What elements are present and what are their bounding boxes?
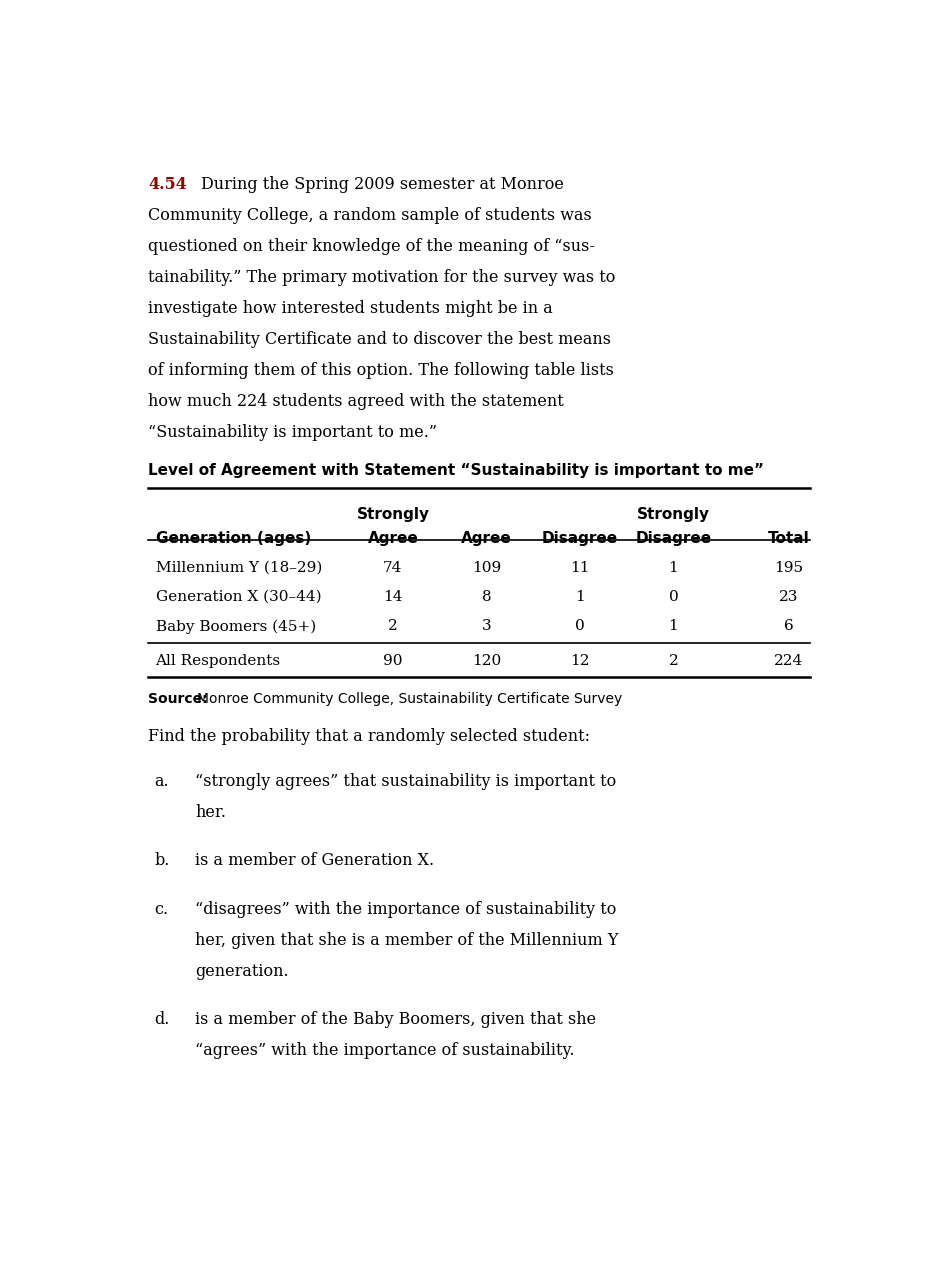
Text: 195: 195 xyxy=(773,561,802,575)
Text: During the Spring 2009 semester at Monroe: During the Spring 2009 semester at Monro… xyxy=(200,175,563,193)
Text: how much 224 students agreed with the statement: how much 224 students agreed with the st… xyxy=(148,393,564,410)
Text: Source:: Source: xyxy=(148,692,208,706)
Text: 74: 74 xyxy=(383,561,402,575)
Text: is a member of Generation X.: is a member of Generation X. xyxy=(195,852,434,869)
Text: a.: a. xyxy=(154,773,169,791)
Text: 1: 1 xyxy=(667,619,678,633)
Text: 1: 1 xyxy=(575,590,584,604)
Text: d.: d. xyxy=(154,1011,170,1028)
Text: Community College, a random sample of students was: Community College, a random sample of st… xyxy=(148,207,591,223)
Text: is a member of the Baby Boomers, given that she: is a member of the Baby Boomers, given t… xyxy=(195,1011,595,1028)
Text: 224: 224 xyxy=(773,653,802,667)
Text: Disagree: Disagree xyxy=(635,531,711,546)
Text: 0: 0 xyxy=(575,619,584,633)
Text: Millennium Y (18–29): Millennium Y (18–29) xyxy=(156,561,322,575)
Text: Level of Agreement with Statement “Sustainability is important to me”: Level of Agreement with Statement “Susta… xyxy=(148,463,764,478)
Text: 109: 109 xyxy=(471,561,501,575)
Text: 2: 2 xyxy=(667,653,678,667)
Text: 0: 0 xyxy=(667,590,678,604)
Text: Sustainability Certificate and to discover the best means: Sustainability Certificate and to discov… xyxy=(148,330,611,348)
Text: Disagree: Disagree xyxy=(541,531,617,546)
Text: her, given that she is a member of the Millennium Y: her, given that she is a member of the M… xyxy=(195,932,618,948)
Text: Find the probability that a randomly selected student:: Find the probability that a randomly sel… xyxy=(148,728,590,745)
Text: of informing them of this option. The following table lists: of informing them of this option. The fo… xyxy=(148,362,614,380)
Text: Strongly: Strongly xyxy=(356,507,429,522)
Text: Generation X (30–44): Generation X (30–44) xyxy=(156,590,321,604)
Text: Agree: Agree xyxy=(461,531,511,546)
Text: 8: 8 xyxy=(481,590,490,604)
Text: her.: her. xyxy=(195,805,226,821)
Text: 12: 12 xyxy=(569,653,589,667)
Text: “disagrees” with the importance of sustainability to: “disagrees” with the importance of susta… xyxy=(195,900,616,918)
Text: 1: 1 xyxy=(667,561,678,575)
Text: 11: 11 xyxy=(569,561,589,575)
Text: 23: 23 xyxy=(778,590,797,604)
Text: 3: 3 xyxy=(481,619,490,633)
Text: Generation (ages): Generation (ages) xyxy=(156,531,311,546)
Text: tainability.” The primary motivation for the survey was to: tainability.” The primary motivation for… xyxy=(148,269,616,286)
Text: Agree: Agree xyxy=(367,531,418,546)
Text: investigate how interested students might be in a: investigate how interested students migh… xyxy=(148,300,552,317)
Text: Baby Boomers (45+): Baby Boomers (45+) xyxy=(156,619,315,633)
Text: “agrees” with the importance of sustainability.: “agrees” with the importance of sustaina… xyxy=(195,1042,574,1059)
Text: c.: c. xyxy=(154,900,168,918)
Text: 14: 14 xyxy=(383,590,402,604)
Text: “Sustainability is important to me.”: “Sustainability is important to me.” xyxy=(148,424,437,441)
Text: 120: 120 xyxy=(471,653,501,667)
Text: All Respondents: All Respondents xyxy=(156,653,280,667)
Text: 90: 90 xyxy=(383,653,402,667)
Text: Strongly: Strongly xyxy=(636,507,709,522)
Text: 2: 2 xyxy=(387,619,398,633)
Text: questioned on their knowledge of the meaning of “sus-: questioned on their knowledge of the mea… xyxy=(148,238,594,255)
Text: Monroe Community College, Sustainability Certificate Survey: Monroe Community College, Sustainability… xyxy=(197,692,622,706)
Text: 6: 6 xyxy=(782,619,793,633)
Text: b.: b. xyxy=(154,852,170,869)
Text: “strongly agrees” that sustainability is important to: “strongly agrees” that sustainability is… xyxy=(195,773,616,791)
Text: Total: Total xyxy=(767,531,808,546)
Text: generation.: generation. xyxy=(195,962,288,980)
Text: 4.54: 4.54 xyxy=(148,175,187,193)
